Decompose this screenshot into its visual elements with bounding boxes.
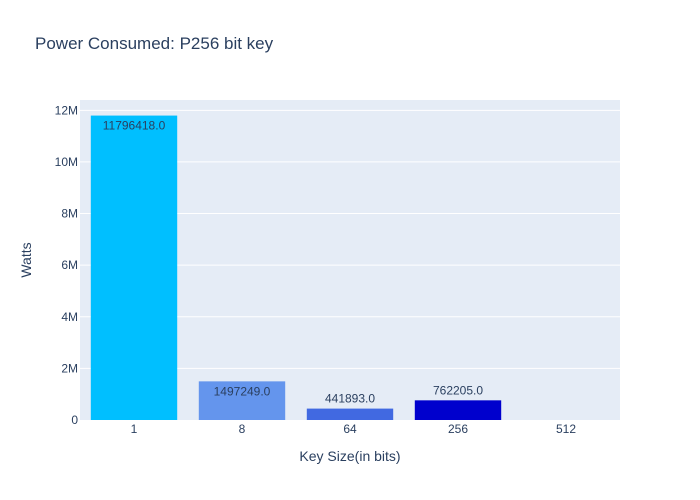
y-axis-title: Watts [18, 242, 34, 277]
y-tick-label: 4M [61, 310, 78, 324]
bar-value-label: 441893.0 [325, 392, 375, 406]
chart-title: Power Consumed: P256 bit key [35, 34, 274, 53]
x-tick-label: 64 [343, 422, 357, 436]
bar-value-label: 11796418.0 [103, 119, 166, 133]
bar [198, 381, 286, 420]
y-tick-label: 6M [61, 258, 78, 272]
bar-value-label: 1497249.0 [214, 384, 271, 398]
x-tick-label: 1 [131, 422, 138, 436]
x-tick-label: 8 [239, 422, 246, 436]
y-tick-label: 12M [55, 103, 78, 117]
bar [306, 408, 394, 420]
y-axis-ticks: 0 2M 4M 6M 8M 10M 12M [55, 103, 79, 427]
x-axis-title: Key Size(in bits) [299, 448, 400, 464]
y-tick-label: 10M [55, 155, 78, 169]
bar [90, 115, 178, 421]
bar [414, 400, 502, 420]
y-tick-label: 8M [61, 207, 78, 221]
x-axis-ticks: 1 8 64 256 512 [131, 422, 577, 436]
bar-value-label: 762205.0 [433, 383, 483, 397]
y-tick-label: 0 [71, 413, 78, 427]
bars: 11796418.0 1497249.0 441893.0 762205.0 [90, 115, 502, 421]
y-tick-label: 2M [61, 361, 78, 375]
x-tick-label: 512 [556, 422, 576, 436]
x-tick-label: 256 [448, 422, 468, 436]
